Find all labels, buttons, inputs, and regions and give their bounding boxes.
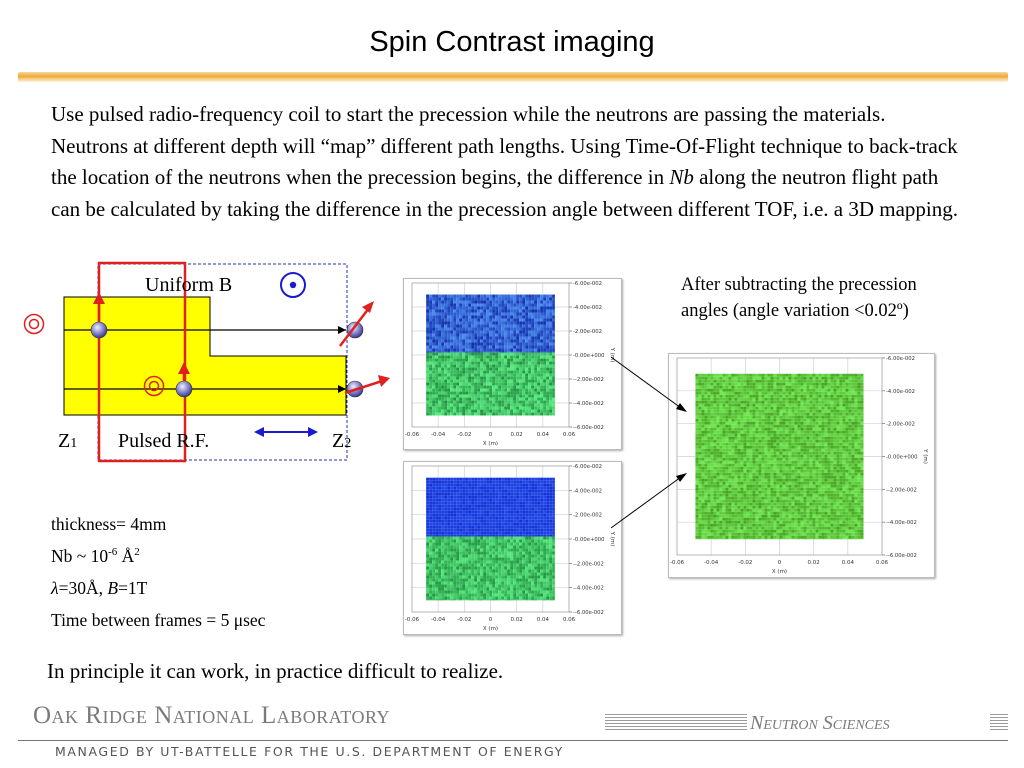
thickness-text: thickness= 4mm xyxy=(51,514,167,534)
y-tick-label: -2.00e-002 xyxy=(573,513,602,519)
lower-region-map xyxy=(426,352,555,416)
y-axis-label: Y (m) xyxy=(609,347,615,363)
subtracted-map xyxy=(695,373,864,540)
z2-label: Z2 xyxy=(332,430,352,452)
x-axis-label: X (m) xyxy=(483,441,498,447)
y-tick-label: -6.00e-002 xyxy=(886,356,915,362)
y-axis-label: Y (m) xyxy=(922,448,928,464)
schematic-diagram xyxy=(23,261,390,463)
y-tick-label: -4.00e-002 xyxy=(573,488,602,494)
time-frames-text: Time between frames = 5 μsec xyxy=(51,610,266,630)
footer-divider xyxy=(18,740,1008,741)
x-tick-label: 0 xyxy=(489,617,493,623)
footer-decor-lines-end xyxy=(990,714,1008,730)
x-tick-label: 0 xyxy=(489,432,493,438)
spin-symbol-icon xyxy=(23,313,45,335)
x-tick-label: 0.02 xyxy=(511,617,523,623)
y-tick-label: --4.00e-002 xyxy=(573,401,604,407)
x-tick-label: 0.04 xyxy=(537,432,550,438)
x-axis-label: X (m) xyxy=(772,569,787,575)
footer-decor-lines xyxy=(605,714,747,730)
x-tick-label: -0.06 xyxy=(670,560,685,566)
neutron-ball xyxy=(175,380,193,398)
x-tick-label: 0 xyxy=(778,560,782,566)
y-tick-label: -6.00e-002 xyxy=(573,281,602,287)
y-tick-label: --6.00e-002 xyxy=(573,425,604,431)
y-tick-label: -0.00e+000 xyxy=(573,537,605,543)
y-tick-label: -0.00e+000 xyxy=(886,455,918,461)
y-tick-label: --4.00e-002 xyxy=(573,586,604,592)
y-tick-label: --6.00e-002 xyxy=(886,553,917,559)
field-out-of-page-icon xyxy=(280,272,306,298)
x-tick-label: 0.06 xyxy=(876,560,889,566)
plot-panel-bottom: -0.06 -0.04 -0.02 0 0.02 0.04 0.06 -6.00e-002 -4… xyxy=(403,461,622,635)
lambda-b-text: λ=30Å, B=1T xyxy=(51,578,148,598)
upper-region-map xyxy=(426,477,555,537)
x-tick-label: -0.02 xyxy=(738,560,752,566)
title-divider xyxy=(18,72,1008,82)
footer-tagline: MANAGED BY UT-BATTELLE FOR THE U.S. DEPA… xyxy=(55,744,564,759)
pulsed-rf-label: Pulsed R.F. xyxy=(118,430,210,452)
x-tick-label: -0.06 xyxy=(405,432,420,438)
y-tick-label: -0.00e+000 xyxy=(573,353,605,359)
y-tick-label: --2.00e-002 xyxy=(886,487,917,493)
y-tick-label: --6.00e-002 xyxy=(573,610,604,616)
x-tick-label: 0.06 xyxy=(563,432,576,438)
x-tick-label: -0.06 xyxy=(405,617,420,623)
y-tick-label: -2.00e-002 xyxy=(573,329,602,335)
neutron-ball xyxy=(346,321,364,339)
x-tick-label: 0.02 xyxy=(808,560,820,566)
page-title: Spin Contrast imaging xyxy=(369,26,655,58)
y-tick-label: --2.00e-002 xyxy=(573,561,604,567)
x-tick-label: -0.04 xyxy=(431,432,446,438)
conclusion-text: In principle it can work, in practice di… xyxy=(47,659,504,683)
footer-unit-name: Neutron Sciences xyxy=(750,712,890,734)
plot-panel-subtracted: -0.06 -0.04 -0.02 0 0.02 0.04 0.06 -6.00e-002 -4… xyxy=(668,353,935,578)
x-tick-label: 0.04 xyxy=(842,560,855,566)
y-tick-label: --2.00e-002 xyxy=(573,377,604,383)
subtraction-caption: After subtracting the precession angles … xyxy=(681,275,917,321)
x-tick-label: -0.02 xyxy=(457,617,471,623)
x-tick-label: 0.04 xyxy=(537,617,550,623)
rf-coil-box xyxy=(97,261,187,463)
x-tick-label: -0.02 xyxy=(457,432,471,438)
y-tick-label: -4.00e-002 xyxy=(573,305,602,311)
sample-material xyxy=(63,296,347,416)
x-tick-label: -0.04 xyxy=(704,560,719,566)
upper-region-map xyxy=(426,294,555,353)
spin-symbol-icon xyxy=(143,375,165,397)
uniform-b-label: Uniform B xyxy=(145,274,233,296)
y-tick-label: -2.00e-002 xyxy=(886,422,915,428)
nb-text: Nb ~ 10-6 Å2 xyxy=(51,546,140,566)
y-tick-label: -4.00e-002 xyxy=(886,389,915,395)
y-tick-label: --4.00e-002 xyxy=(886,520,917,526)
neutron-ball xyxy=(90,321,108,339)
lower-region-map xyxy=(426,536,555,601)
y-tick-label: -6.00e-002 xyxy=(573,464,602,470)
x-tick-label: -0.04 xyxy=(431,617,446,623)
intro-text-1: Use pulsed radio-frequency coil to start… xyxy=(51,102,958,189)
y-axis-label: Y (m) xyxy=(609,531,615,547)
connector-arrows xyxy=(610,356,687,529)
x-tick-label: 0.02 xyxy=(511,432,523,438)
x-tick-label: 0.06 xyxy=(563,617,576,623)
x-axis-label: X (m) xyxy=(483,626,498,632)
intro-paragraph: Use pulsed radio-frequency coil to start… xyxy=(51,99,961,225)
z1-label: Z1 xyxy=(58,430,78,452)
intro-text-2: along the neutron flight path can be cal… xyxy=(51,165,959,221)
footer-org-name: Oak Ridge National Laboratory xyxy=(33,702,390,729)
intro-nb: Nb xyxy=(669,165,694,189)
plot-panel-top: -0.06 -0.04 -0.02 0 0.02 0.04 0.06 -6.00e-002 -4… xyxy=(403,278,622,450)
